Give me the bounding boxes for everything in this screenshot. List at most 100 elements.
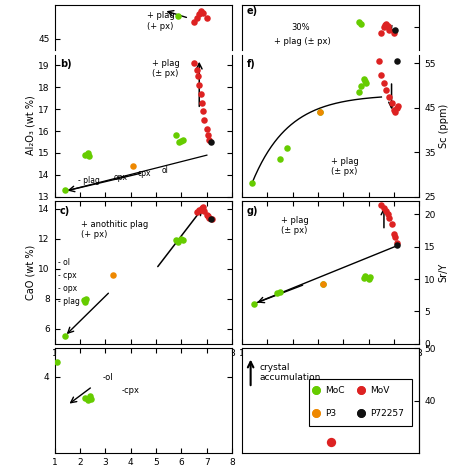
Point [390,106,398,114]
Point [392,109,399,116]
Point [390,29,398,36]
Point [283,144,291,152]
Text: -ol: -ol [102,373,113,382]
Point [175,138,182,146]
Text: - cpx: - cpx [58,271,77,280]
Point [385,214,393,221]
Point [312,386,320,394]
Point [383,207,390,215]
Text: + plag (± px): + plag (± px) [274,37,330,46]
Point [53,358,61,365]
Point [129,162,137,170]
Point [393,242,401,249]
Text: P72257: P72257 [370,409,403,418]
Point [173,132,180,139]
Point [194,73,202,80]
Point [193,66,201,73]
Point [357,82,365,90]
Point [198,204,206,212]
Point [191,59,198,67]
Point [197,206,204,213]
Point [206,214,213,222]
Point [81,394,89,401]
Point [199,108,207,115]
Point [380,80,388,87]
Point [84,149,91,157]
Point [380,204,388,212]
Point [208,216,216,223]
Text: - ol: - ol [58,258,70,267]
Point [197,8,204,15]
Point [357,386,365,394]
Text: - plag: - plag [78,176,100,185]
Point [173,237,180,244]
Point [357,386,365,394]
Point [88,395,95,402]
Point [392,26,399,33]
Text: + plag
(± px): + plag (± px) [331,157,358,176]
Point [365,275,373,283]
Point [86,392,94,400]
Point [317,109,324,116]
Text: -cpx: -cpx [122,386,140,395]
Point [203,211,210,219]
Text: e): e) [247,6,258,16]
Point [357,409,365,417]
Point [84,396,91,403]
Point [383,20,390,27]
Text: f): f) [247,59,256,69]
Text: b): b) [60,59,72,69]
Point [361,77,369,85]
Text: ol: ol [161,165,168,174]
Point [251,300,258,307]
Text: + plag
(± px): + plag (± px) [281,216,309,235]
Point [109,271,117,279]
Text: 30%: 30% [292,22,310,31]
Point [383,86,390,94]
Text: + plag
(+ px): + plag (+ px) [147,11,175,31]
Point [204,132,212,139]
Point [375,57,383,65]
Point [312,386,320,394]
Point [393,240,401,247]
Point [382,21,389,29]
Point [378,201,385,209]
Point [174,12,182,20]
Point [178,137,185,145]
Point [317,109,324,116]
Point [201,208,208,215]
Point [273,290,281,297]
Point [191,18,198,26]
Point [357,409,365,417]
Point [380,24,388,31]
Point [357,20,365,27]
Point [360,274,367,282]
Text: crystal
accumulation: crystal accumulation [259,363,321,382]
Point [80,296,88,304]
Point [385,26,393,33]
Text: MoV: MoV [370,386,389,394]
Text: opx: opx [113,173,127,182]
Point [201,116,208,124]
Point [355,18,362,26]
Point [193,208,201,216]
Point [384,22,392,30]
Point [393,57,401,65]
Point [248,180,255,187]
Point [388,220,395,228]
Point [199,9,207,17]
Text: - plag: - plag [58,297,80,306]
Point [276,155,283,163]
Point [199,204,207,211]
Point [319,281,327,288]
Text: - opx: - opx [58,284,77,293]
Point [378,29,385,36]
Point [276,288,283,296]
Point [388,100,395,107]
Point [198,99,206,107]
Point [195,207,203,214]
X-axis label: MgO (wt %): MgO (wt %) [300,360,361,370]
Point [361,272,369,280]
Point [207,216,214,223]
Y-axis label: Sc (ppm): Sc (ppm) [438,103,448,148]
